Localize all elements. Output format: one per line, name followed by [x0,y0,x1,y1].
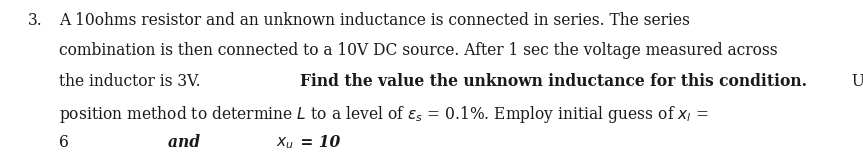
Text: Use the false-: Use the false- [847,73,863,90]
Text: and: and [168,134,205,151]
Text: A 10ohms resistor and an unknown inductance is connected in series. The series: A 10ohms resistor and an unknown inducta… [59,12,690,29]
Text: position method to determine $\mathit{L}$ to a level of $\varepsilon_s$ = 0.1%. : position method to determine $\mathit{L}… [59,104,709,125]
Text: 3.: 3. [28,12,42,29]
Text: Find the value the unknown inductance for this condition.: Find the value the unknown inductance fo… [299,73,807,90]
Text: 6: 6 [59,134,73,151]
Text: = 10: = 10 [294,134,340,151]
Text: combination is then connected to a 10V DC source. After 1 sec the voltage measur: combination is then connected to a 10V D… [59,42,778,59]
Text: the inductor is 3V.: the inductor is 3V. [59,73,205,90]
Text: $x_u$: $x_u$ [275,134,293,151]
